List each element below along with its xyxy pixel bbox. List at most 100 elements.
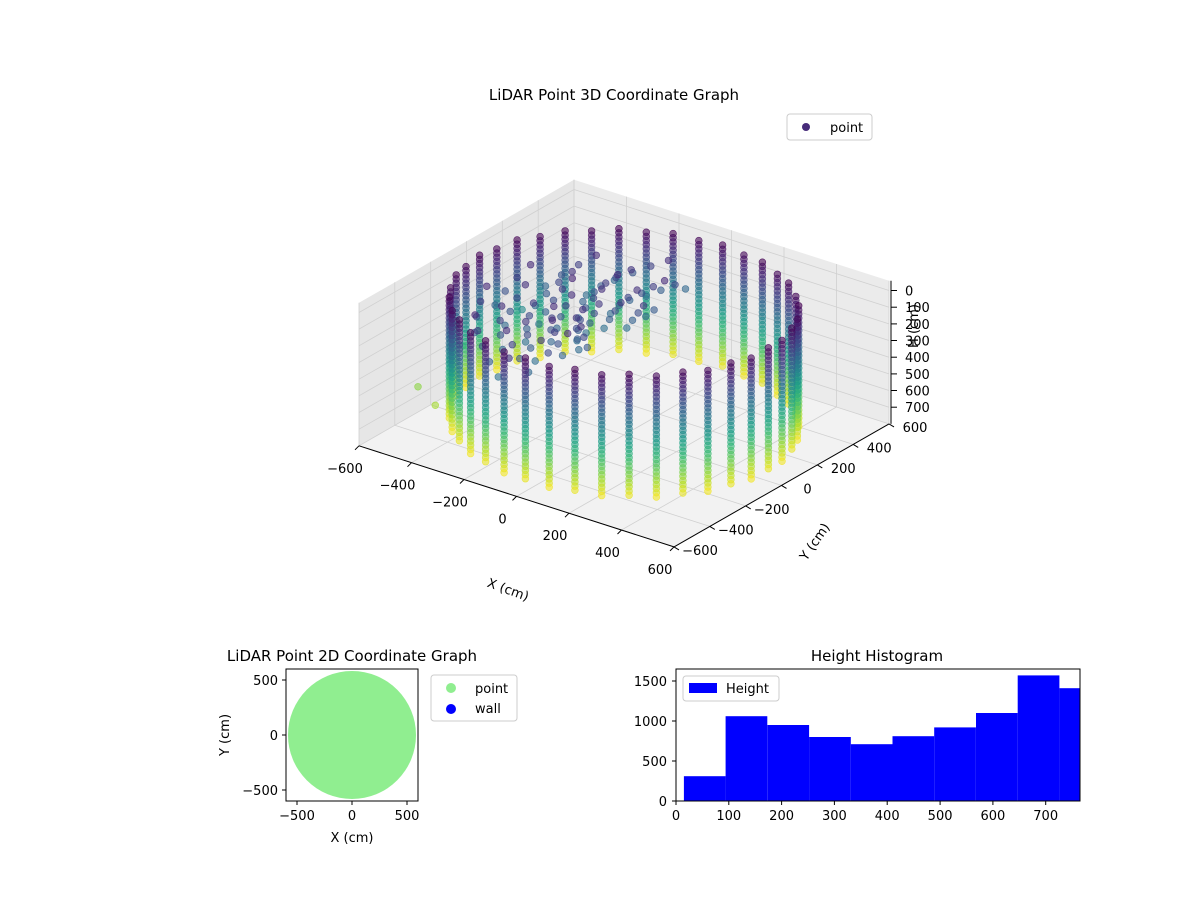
histogram-legend-label: Height [726,682,769,697]
lidar-point [541,282,550,290]
lidar-point [590,309,598,318]
x-tick [564,512,570,518]
x-tick [512,496,517,501]
x-tick-label: 700 [1033,809,1058,824]
histogram-bar [892,736,935,801]
x-tick-label: 0 [498,512,506,527]
lidar-point [414,383,422,391]
lidar-point [597,491,606,500]
grid-line [573,272,890,375]
lidar-point [455,437,464,445]
lidar-point [598,285,606,293]
histogram-bar [1059,688,1080,801]
y-tick-label: −400 [718,523,754,538]
lidar-point [481,458,490,466]
lidar-point [474,327,482,335]
lidar-point [617,298,625,307]
x-tick-label: 600 [980,809,1005,824]
lidar-point [502,326,511,335]
lidar-point [483,282,491,290]
lidar-point [579,297,587,306]
chart-2d-ticks: −500 0 500 500 0 −500 [242,674,419,824]
lidar-point [633,286,641,294]
grid-line [573,255,890,358]
lidar-point [557,313,565,321]
x-tick-label: 600 [648,563,673,578]
histogram-bar [809,737,851,801]
lidar-point [625,491,633,499]
lidar-point [580,333,588,341]
lidar-point [526,344,535,352]
lidar-point [431,401,439,409]
y-tick-label: −600 [682,544,718,559]
lidar-point [529,299,538,307]
chart-3d-zlabel: H (cm) [907,304,922,348]
lidar-point [542,289,551,298]
lidar-point [634,309,642,317]
lidar-point [590,288,598,296]
lidar-point [681,285,690,293]
grid-line [573,289,890,391]
lidar-point [513,294,521,302]
chart-3d-legend-marker [802,123,810,131]
y-tick [709,525,716,530]
lidar-point [558,285,567,293]
histogram-bar [683,776,726,801]
lidar-point [605,315,614,324]
x-tick-label: −400 [380,479,416,494]
x-tick-label: 200 [769,809,794,824]
lidar-point [523,331,532,339]
x-tick-label: 200 [543,529,568,544]
lidar-point [506,307,514,316]
lidar-point [704,487,712,495]
lidar-point [623,324,631,332]
x-tick [354,445,360,451]
histogram-frame [675,668,1081,802]
chart-3d-xlabel: X (cm) [485,576,531,605]
x-tick-label: 500 [928,809,953,824]
chart-2d-legend-marker-wall [446,704,456,714]
lidar-point [558,351,567,360]
lidar-point [671,281,679,289]
chart-2d-ylabel: Y (cm) [218,714,233,757]
lidar-point [695,357,703,366]
grid-line [573,189,890,291]
histogram-bar [850,744,893,801]
lidar-point [778,457,786,465]
y-tick [745,505,751,510]
lidar-point [547,338,555,346]
lidar-point [582,291,591,299]
lidar-point [592,251,600,260]
lidar-point [522,318,530,326]
lidar-point [548,316,557,324]
lidar-point [476,297,485,306]
lidar-point [664,256,673,265]
chart-2d-legend: point wall [430,674,518,722]
lidar-point [537,336,545,345]
y-tick-label: 1500 [634,675,667,690]
lidar-point [740,372,748,380]
lidar-point [525,312,534,320]
histogram-bar [976,713,1018,801]
grid-line [573,305,890,408]
chart-3d-scatter: LiDAR Point 3D Coordinate Graph −600−400… [327,86,930,605]
lidar-point [642,312,650,321]
x-tick [669,546,675,552]
lidar-point [652,493,661,501]
z-tick-label: 700 [905,401,930,416]
z-tick-label: 0 [905,285,913,300]
grid-line [573,222,890,325]
y-tick-label: −200 [754,503,790,518]
lidar-point [508,341,516,349]
x-tick-label: 400 [595,546,620,561]
y-tick [673,546,680,551]
lidar-point [649,283,657,291]
lidar-point [727,480,735,488]
lidar-point [550,328,559,336]
histogram-bar [934,727,976,801]
lidar-point [496,316,504,325]
lidar-point [642,349,650,357]
y-tick-label: 400 [867,441,892,456]
lidar-point [563,329,572,338]
lidar-point [639,302,648,310]
